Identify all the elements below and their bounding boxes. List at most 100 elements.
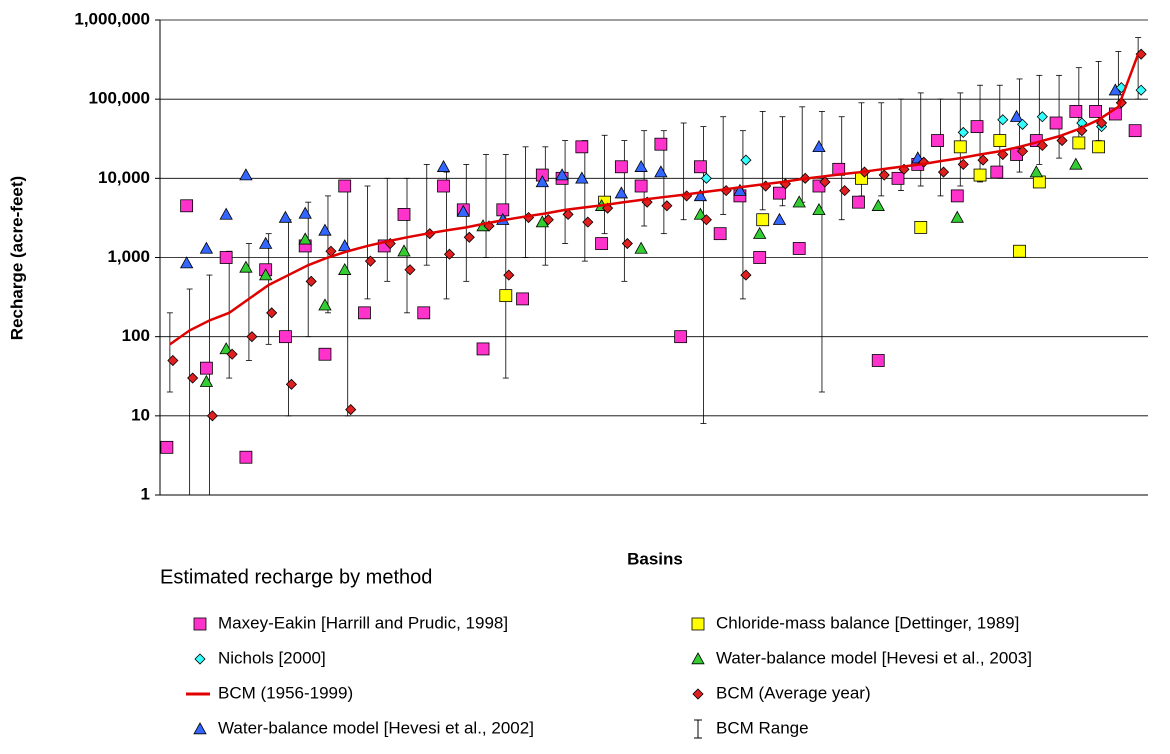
range-bar: [799, 106, 806, 203]
triangle-marker: [871, 198, 885, 211]
square-marker: [792, 242, 806, 255]
legend-label: BCM Range: [716, 718, 809, 737]
diamond-marker: [463, 231, 475, 243]
triangle-marker: [654, 165, 668, 178]
range-bar: [562, 140, 569, 244]
square-marker: [1013, 244, 1026, 258]
triangle-marker: [259, 236, 273, 249]
diamond-marker: [443, 248, 456, 260]
square-marker: [1128, 124, 1142, 138]
y-tick-label: 10: [131, 405, 150, 424]
square-marker: [595, 237, 608, 250]
square-marker: [1069, 105, 1083, 118]
triangle-marker: [298, 232, 312, 245]
range-bar: [818, 111, 825, 393]
range-bar: [364, 185, 371, 300]
range-bar: [305, 201, 312, 338]
y-tick-label: 10,000: [98, 168, 150, 187]
square-marker: [219, 251, 233, 264]
plot-area: [160, 37, 1147, 496]
diamond-marker: [345, 403, 357, 416]
square-marker: [614, 160, 628, 174]
square-marker: [575, 140, 589, 154]
legend-marker: [193, 617, 207, 631]
diamond-marker: [740, 154, 752, 166]
diamond-marker: [1056, 134, 1068, 147]
square-marker: [713, 227, 727, 241]
triangle-marker: [792, 195, 806, 208]
diamond-marker: [1016, 145, 1029, 157]
diamond-marker: [1036, 139, 1048, 152]
diamond-marker: [819, 176, 831, 188]
diamond-marker: [206, 410, 218, 422]
triangle-marker: [318, 223, 332, 236]
triangle-marker: [575, 171, 589, 184]
range-bar: [641, 130, 648, 227]
diamond-marker: [266, 307, 278, 319]
triangle-marker: [199, 241, 214, 254]
triangle-marker: [239, 260, 253, 273]
triangle-marker: [259, 268, 273, 281]
diamond-marker: [364, 255, 377, 267]
triangle-marker: [436, 159, 451, 172]
diamond-marker: [957, 158, 969, 170]
range-bar: [878, 102, 885, 197]
legend-label: Water-balance model [Hevesi et al., 2002…: [218, 718, 534, 737]
triangle-marker: [693, 207, 708, 220]
square-marker: [973, 168, 987, 182]
triangle-marker: [634, 241, 648, 254]
triangle-marker: [278, 210, 293, 223]
legend-item: Chloride-mass balance [Dettinger, 1989]: [691, 613, 1019, 632]
triangle-marker: [535, 175, 549, 188]
diamond-marker: [700, 172, 712, 184]
diamond-marker: [285, 378, 298, 390]
square-marker: [634, 179, 648, 193]
range-bar: [977, 84, 984, 183]
legend-item: Maxey-Eakin [Harrill and Prudic, 1998]: [193, 613, 508, 632]
legend-label: BCM (1956-1999): [218, 683, 353, 702]
legend-label: Water-balance model [Hevesi et al., 2003…: [716, 648, 1032, 667]
triangle-marker: [812, 203, 826, 216]
grid: 1 10 100 1,000 10,000 100,000 1,000,000: [74, 9, 1148, 503]
legend-item: Water-balance model [Hevesi et al., 2003…: [691, 648, 1032, 667]
triangle-marker: [1029, 165, 1043, 178]
range-bar: [720, 116, 727, 215]
square-marker: [358, 306, 371, 320]
diamond-marker: [562, 208, 574, 220]
y-tick-label: 100,000: [89, 89, 150, 108]
square-marker: [199, 361, 213, 375]
legend: Maxey-Eakin [Harrill and Prudic, 1998] Ch…: [186, 613, 1032, 739]
range-bar: [1036, 74, 1043, 165]
legend-item: BCM (Average year): [692, 683, 871, 702]
y-tick-label: 1: [141, 484, 150, 503]
square-marker: [516, 292, 529, 306]
square-marker: [1072, 136, 1086, 150]
square-marker: [852, 195, 865, 209]
range-bar: [384, 177, 391, 282]
square-marker: [239, 450, 253, 464]
range-bar: [601, 134, 608, 235]
range-bar: [265, 233, 272, 345]
range-bar: [166, 312, 173, 393]
triangle-marker: [219, 342, 233, 355]
square-marker: [160, 440, 174, 454]
diamond-marker: [582, 216, 594, 228]
triangle-marker: [614, 186, 629, 199]
square-marker: [417, 306, 431, 320]
range-bar: [324, 195, 331, 314]
square-marker: [871, 354, 885, 367]
triangle-marker: [338, 262, 352, 275]
range-bar: [483, 154, 490, 258]
legend-label: Chloride-mass balance [Dettinger, 1989]: [716, 613, 1019, 632]
legend-label: Nichols [2000]: [218, 648, 326, 667]
diamond-marker: [700, 214, 712, 226]
diamond-marker: [305, 275, 317, 287]
triangle-marker: [1069, 157, 1083, 170]
diamond-marker: [621, 237, 633, 250]
legend-title: Estimated recharge by method: [160, 566, 432, 588]
square-marker: [773, 186, 786, 200]
legend-item: Nichols [2000]: [194, 648, 326, 667]
triangle-marker: [812, 140, 826, 153]
diamond-marker: [1135, 48, 1147, 60]
diamond-marker: [187, 372, 199, 384]
